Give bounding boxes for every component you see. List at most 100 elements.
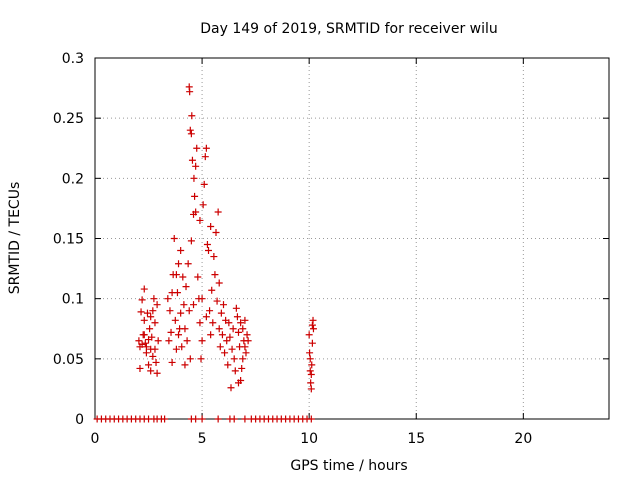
data-point [171,316,179,324]
data-point [190,174,198,182]
data-point [165,337,173,345]
data-point [201,153,209,161]
data-point [308,321,316,329]
data-point [238,364,246,372]
data-point [136,364,144,372]
x-axis-label: GPS time / hours [290,458,407,474]
data-point [143,309,151,317]
data-point [175,260,183,268]
data-point [229,325,237,333]
data-point [172,345,180,353]
x-tick-label: 5 [198,431,207,447]
data-point [147,345,155,353]
data-point [141,339,149,347]
y-tick-label: 0.05 [53,352,84,368]
data-point [207,222,215,230]
data-point [177,309,185,317]
data-point [232,304,240,312]
data-point [241,415,249,423]
data-point [220,301,227,309]
y-tick-label: 0.15 [53,232,84,248]
data-point [194,273,202,281]
data-point [227,384,235,392]
data-point [167,328,175,336]
data-point [199,201,207,209]
data-point [186,126,194,134]
data-point [202,313,210,321]
data-point [147,313,155,321]
data-point [187,130,195,138]
chart-title: Day 149 of 2019, SRMTID for receiver wil… [200,21,498,37]
data-point [190,301,198,309]
data-point [218,331,226,339]
data-point [145,336,153,344]
data-point [307,385,315,393]
data-point [142,349,150,357]
y-tick-label: 0 [75,412,84,428]
data-point [215,279,223,287]
data-point [196,216,204,224]
data-point [217,309,225,317]
data-point [198,337,206,345]
data-point [168,289,176,297]
data-point [202,144,210,152]
data-point [150,295,158,303]
data-point [306,355,314,363]
data-point [145,361,153,369]
data-point [197,355,205,363]
data-point [213,297,221,305]
data-point [308,339,316,347]
data-point [137,308,145,316]
data-point [177,247,185,255]
data-point [210,253,218,261]
data-point [196,319,204,327]
data-point [146,325,154,333]
data-point [152,358,160,366]
data-point [187,237,195,245]
y-axis-label: SRMTID / TECUs [7,182,23,295]
data-point [149,352,157,360]
data-point [205,247,213,255]
data-point [234,328,242,336]
x-tick-label: 20 [514,431,532,447]
data-point [192,208,200,216]
data-point [149,307,157,315]
data-point [184,260,192,268]
data-point [233,313,241,321]
x-tick-label: 15 [407,431,425,447]
data-point [198,295,206,303]
data-point [180,301,188,309]
data-point [192,415,200,423]
data-point [183,337,191,345]
data-point [178,343,186,351]
data-point [192,162,200,170]
data-point [207,331,215,339]
data-point [221,349,229,357]
data-point [200,180,208,188]
data-point [188,112,196,120]
data-point [231,367,239,375]
data-point [140,331,148,339]
data-point [212,228,220,236]
data-point [170,235,178,242]
data-point [239,325,247,333]
data-point [138,296,146,304]
data-point [153,301,161,309]
data-point [193,144,201,152]
data-point [181,361,189,369]
data-point [147,367,155,375]
data-point [216,343,224,351]
data-point [191,192,199,200]
data-point [307,379,315,387]
data-point [208,286,216,294]
data-point [241,343,249,351]
data-point [179,273,187,281]
data-point [206,307,214,315]
data-point [308,361,316,369]
y-tick-label: 0.1 [62,292,84,308]
data-point [182,283,190,291]
data-point [224,361,232,369]
data-points [93,83,317,423]
data-point [168,358,176,366]
